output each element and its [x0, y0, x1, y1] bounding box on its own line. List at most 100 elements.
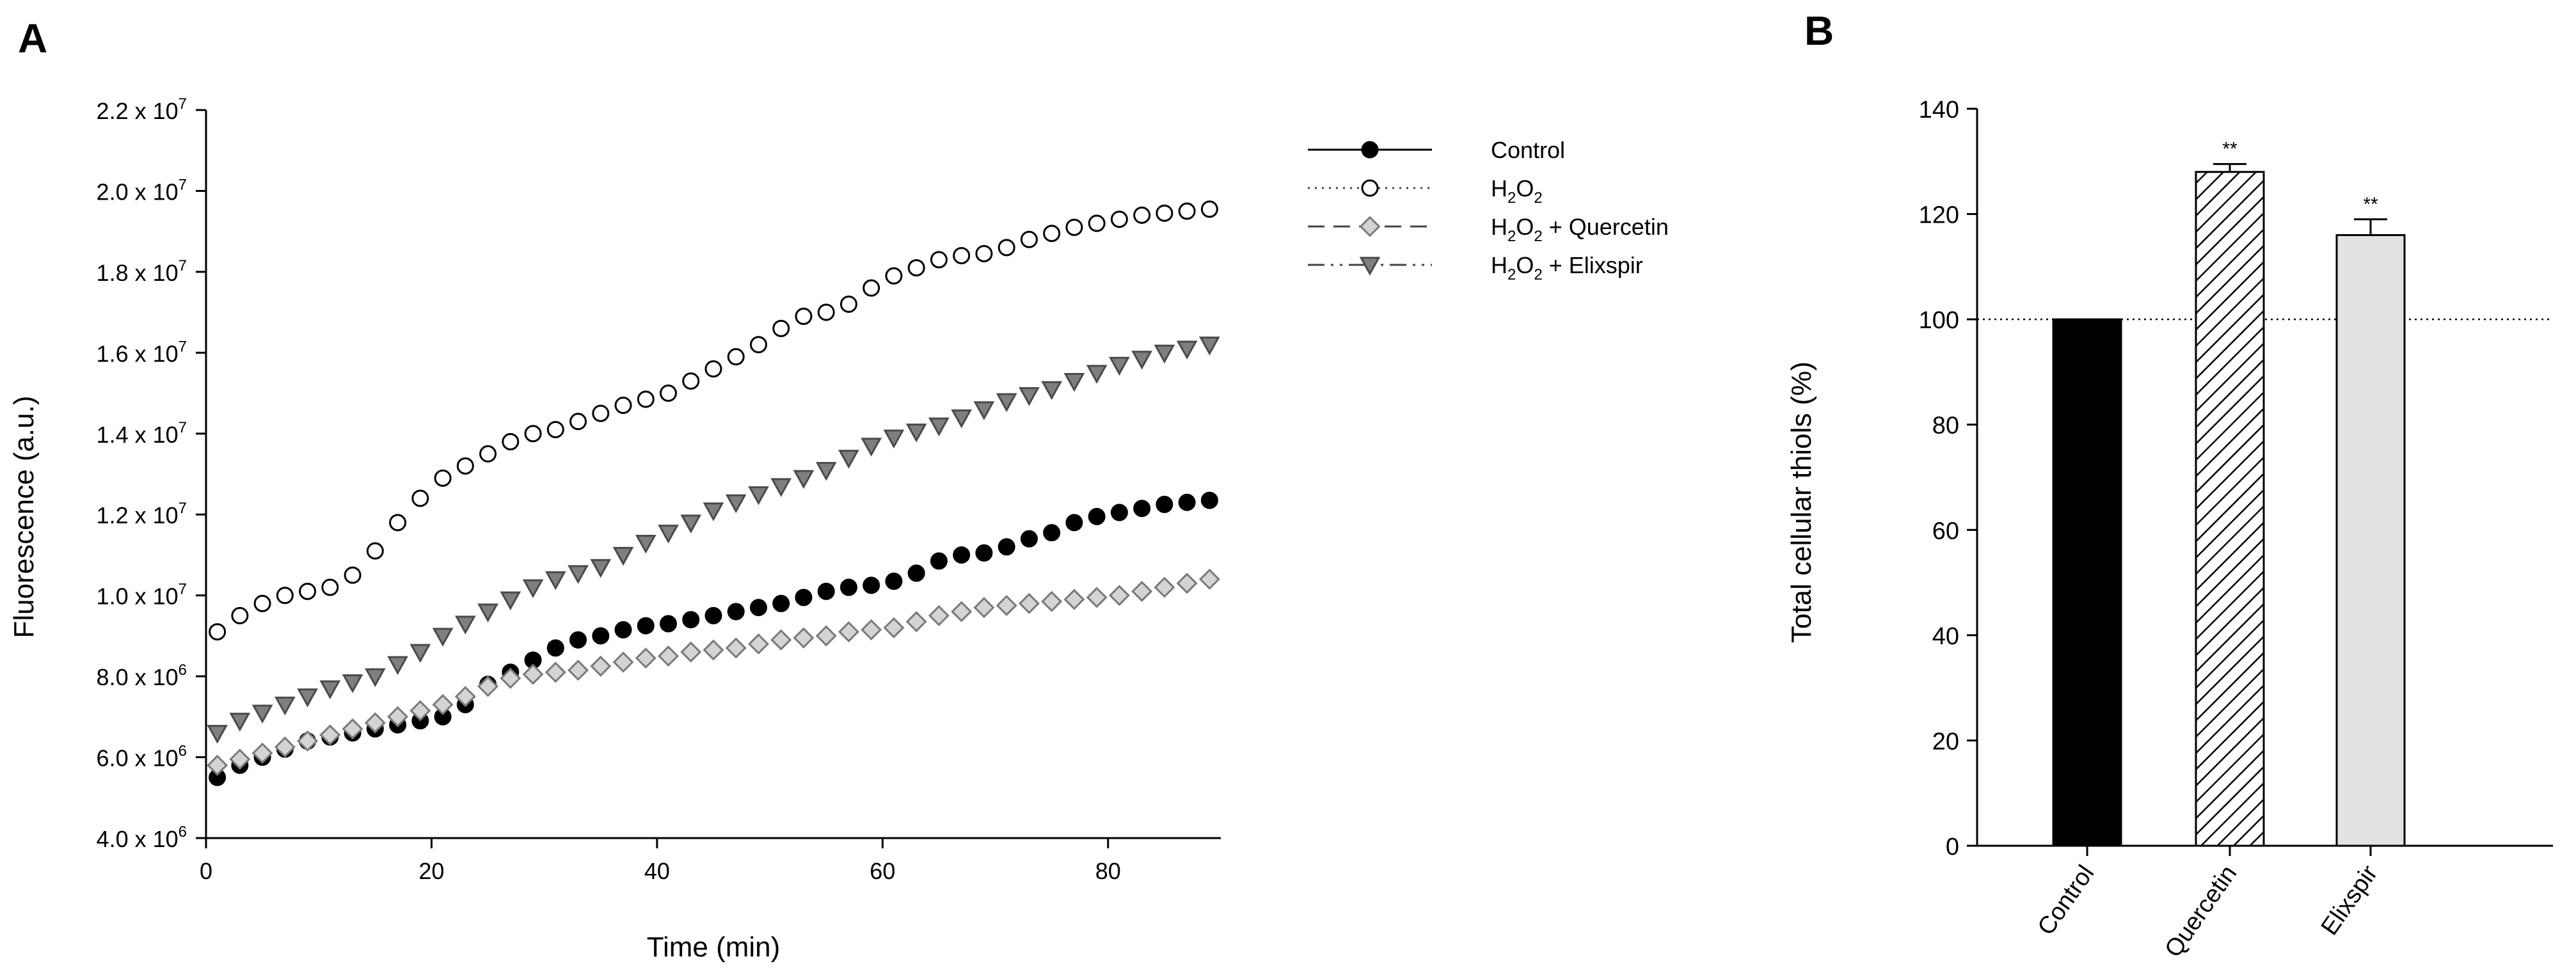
panel-a-data-point — [251, 704, 273, 724]
panel-a-data-point — [838, 450, 859, 469]
panel-a-data-point — [253, 594, 271, 612]
panel-a-data-point — [930, 251, 948, 269]
panel-a-data-point — [432, 694, 454, 715]
panel-a-data-point — [1086, 587, 1108, 608]
panel-letter-b: B — [1804, 8, 1834, 54]
panel-a-data-point — [905, 611, 927, 633]
panel-a-data-point — [592, 404, 610, 422]
panel-a-data-point — [680, 641, 702, 663]
panel-a-data-point — [815, 462, 837, 481]
panel-a-data-point — [229, 713, 251, 732]
panel-a-data-point — [231, 606, 249, 624]
panel-a-data-point — [1133, 206, 1151, 224]
panel-a-data-point — [680, 514, 702, 534]
panel-a-data-point — [682, 611, 700, 629]
panel-a-legend-item: Control — [1308, 137, 1565, 163]
panel-a-data-point — [590, 559, 612, 578]
panel-a-data-point — [975, 244, 993, 262]
panel-a-data-point — [861, 438, 882, 457]
panel-a-data-point — [545, 662, 566, 683]
panel-a-data-point — [546, 639, 564, 657]
panel-a-series-4 — [207, 337, 1220, 744]
panel-a-legend-marker — [1361, 141, 1379, 159]
panel-a-data-point — [364, 668, 386, 687]
panel-a-data-point — [342, 674, 363, 694]
panel-a-data-point — [863, 576, 880, 594]
panel-b-y-tick-label: 0 — [1946, 834, 1959, 860]
panel-a-data-point — [996, 393, 1017, 413]
panel-a-data-point — [1088, 507, 1106, 525]
panel-a-data-point — [1154, 344, 1175, 364]
panel-a-data-point — [387, 656, 408, 676]
panel-a-data-point — [1108, 585, 1130, 606]
panel-a-data-point — [1065, 218, 1083, 236]
panel-a-data-point — [409, 644, 431, 663]
panel-a-x-tick-label: 60 — [870, 858, 895, 884]
panel-a-data-point — [500, 667, 521, 689]
panel-a-data-point — [817, 582, 835, 600]
panel-a-data-point — [1020, 530, 1038, 548]
panel-b-y-tick-label: 80 — [1932, 413, 1959, 440]
panel-a-data-point — [321, 578, 339, 596]
panel-a-data-point — [319, 680, 341, 699]
panel-a-data-point — [546, 420, 564, 438]
panel-a-data-point — [522, 663, 544, 685]
panel-a-data-point — [637, 390, 655, 408]
panel-a-data-point — [1176, 340, 1198, 360]
panel-a-data-point — [635, 534, 656, 554]
panel-a-data-point — [1041, 381, 1063, 400]
panel-a-data-point — [704, 360, 722, 378]
panel-a-data-point — [545, 571, 566, 591]
panel-a-x-axis-label: Time (min) — [647, 931, 781, 963]
panel-a-data-point — [1020, 230, 1038, 248]
panel-a-data-point — [772, 319, 790, 337]
panel-a-data-point — [883, 617, 905, 638]
panel-a-data-point — [1086, 365, 1108, 384]
panel-b-category-label: Control — [2033, 860, 2100, 940]
panel-a-data-point — [747, 633, 770, 655]
panel-a-data-point — [1154, 576, 1175, 598]
panel-a-data-point — [1156, 495, 1173, 513]
panel-a-data-point — [658, 525, 679, 544]
panel-a-data-point — [411, 489, 429, 507]
panel-letter-a: A — [18, 15, 47, 61]
panel-a-x-tick-label: 80 — [1095, 858, 1121, 884]
panel-a-data-point — [907, 564, 925, 582]
panel-a-y-tick-label: 4.0 x 106 — [97, 823, 187, 852]
panel-a-y-tick-label: 6.0 x 106 — [97, 743, 187, 772]
panel-a-data-point — [614, 621, 632, 638]
panel-b-category-label: Quercetin — [2159, 860, 2242, 962]
panel-a-legend-item: H2O2 + Elixspir — [1308, 252, 1643, 283]
panel-a-data-point — [883, 429, 905, 448]
panel-a-data-point — [456, 457, 474, 475]
panel-a-data-point — [1110, 210, 1128, 228]
panel-a-y-tick-label: 1.4 x 107 — [97, 419, 187, 448]
panel-b-bar-chart: 0 20 40 60 80 100 120 140 Control ** Quercetin ** E… — [1786, 97, 2553, 962]
panel-a-legend: Control H2O2​ H2O2 + Quercetin H2O2 + Elixs… — [1308, 137, 1669, 283]
panel-a-x-tick-label: 20 — [418, 858, 444, 884]
panel-a-data-point — [569, 631, 587, 649]
panel-a-data-point — [660, 384, 678, 402]
panel-a-legend-item: H2O2 + Quercetin — [1308, 214, 1669, 245]
panel-a-data-point — [1065, 514, 1083, 532]
panel-a-data-point — [207, 754, 228, 776]
panel-a-data-point — [209, 623, 227, 641]
panel-a-data-point — [1063, 589, 1085, 610]
panel-a-data-point — [1176, 573, 1198, 594]
panel-a-data-point — [817, 303, 835, 321]
panel-a-data-point — [229, 749, 251, 770]
panel-a-data-point — [660, 615, 678, 633]
panel-a-data-point — [522, 579, 544, 598]
panel-a-data-point — [1199, 337, 1220, 356]
panel-a-data-point — [387, 706, 409, 727]
panel-a-data-point — [477, 603, 498, 622]
panel-a-data-point — [502, 432, 520, 450]
panel-a-data-point — [297, 688, 318, 708]
panel-a-legend-marker — [1361, 179, 1379, 197]
panel-a-data-point — [703, 639, 724, 661]
panel-a-data-point — [342, 718, 363, 740]
panel-b-bar — [2052, 318, 2122, 847]
panel-a-data-point — [951, 601, 973, 622]
panel-a-data-point — [1156, 204, 1173, 222]
panel-a-y-axis-label: Fluorescence (a.u.) — [8, 395, 40, 638]
